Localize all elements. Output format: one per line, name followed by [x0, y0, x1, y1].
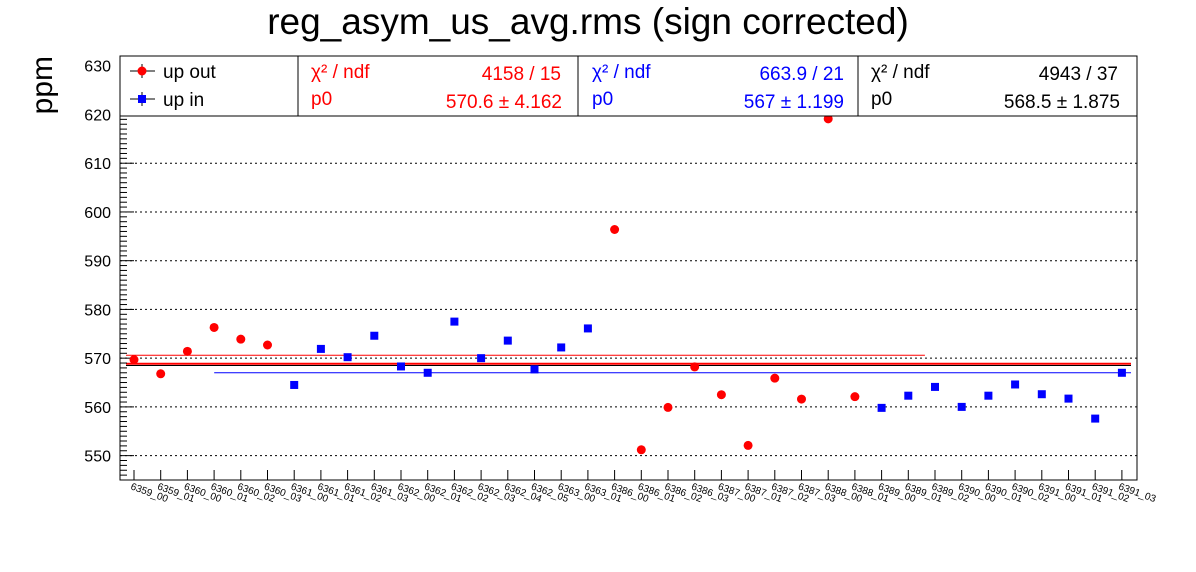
point-up-in — [1037, 390, 1046, 399]
fit-black-p0-value: 568.5 ± 1.875 — [1004, 92, 1120, 113]
point-up-out — [182, 346, 192, 356]
point-up-in — [423, 368, 432, 377]
fit-red-chi2-value: 4158 / 15 — [482, 64, 561, 85]
point-up-in — [530, 365, 539, 374]
y-axis-label: ppm — [26, 56, 59, 114]
y-axis: 550 560 570 580 590 600 610 620 630 — [84, 59, 134, 476]
point-up-in — [957, 402, 966, 411]
y-tick-label: 610 — [84, 156, 111, 173]
plot-frame — [119, 55, 1138, 481]
y-tick-label: 580 — [84, 302, 111, 319]
fit-blue-p0-value: 567 ± 1.199 — [744, 92, 844, 113]
y-tick-label: 600 — [84, 205, 111, 222]
fit-red-p0-label: p0 — [311, 89, 332, 110]
legend-marker-up-out — [137, 66, 147, 76]
point-up-in — [343, 353, 352, 362]
legend-marker-up-in — [138, 95, 146, 103]
point-up-out — [236, 334, 246, 344]
fit-red-p0-value: 570.6 ± 4.162 — [446, 92, 562, 113]
point-up-in — [931, 382, 939, 391]
fit-black-chi2-value: 4943 / 37 — [1039, 64, 1118, 85]
point-up-out — [850, 392, 860, 402]
point-up-out — [716, 390, 726, 400]
point-up-out — [690, 362, 700, 372]
point-up-in — [397, 362, 405, 371]
fit-blue-chi2-label: χ² / ndf — [592, 62, 651, 83]
point-up-in — [290, 380, 299, 389]
point-up-out — [770, 373, 780, 383]
point-up-in — [503, 336, 512, 345]
legend: up out up in — [130, 62, 217, 111]
point-up-in — [1117, 368, 1126, 377]
point-up-in — [1064, 394, 1073, 403]
point-up-in — [583, 324, 592, 333]
point-up-out — [797, 394, 806, 404]
point-up-out — [129, 355, 139, 365]
point-up-in — [450, 317, 459, 326]
fit-stats-blue: χ² / ndf 663.9 / 21 p0 567 ± 1.199 — [592, 62, 844, 113]
point-up-in — [316, 344, 325, 353]
x-axis: 6359_006359_016360_006360_016360_026360_… — [129, 470, 1158, 505]
point-up-in — [904, 391, 913, 400]
point-up-in — [1011, 380, 1020, 389]
fit-blue-p0-label: p0 — [592, 89, 613, 110]
point-up-out — [610, 224, 620, 234]
y-tick-label: 550 — [84, 449, 111, 466]
y-tick-label: 570 — [84, 351, 111, 368]
legend-label-up-out: up out — [163, 62, 217, 83]
point-up-out — [663, 402, 673, 412]
fit-black-chi2-label: χ² / ndf — [871, 62, 930, 83]
stats-header — [119, 55, 1138, 117]
y-tick-label: 560 — [84, 400, 111, 417]
point-up-out — [209, 322, 219, 332]
point-up-out — [823, 114, 833, 124]
point-up-in — [877, 403, 886, 412]
chart-title: reg_asym_us_avg.rms (sign corrected) — [267, 1, 909, 42]
y-tick-label: 590 — [84, 254, 111, 271]
point-up-out — [743, 440, 753, 450]
point-up-out — [263, 340, 272, 350]
legend-entry-up-out: up out — [130, 62, 217, 83]
point-up-in — [1091, 414, 1100, 423]
y-tick-label: 620 — [84, 107, 111, 124]
point-up-in — [984, 391, 993, 400]
point-up-out — [156, 369, 166, 379]
fit-black-p0-label: p0 — [871, 89, 892, 110]
legend-entry-up-in: up in — [130, 90, 204, 111]
fit-lines — [126, 354, 1131, 374]
fit-stats-red: χ² / ndf 4158 / 15 p0 570.6 ± 4.162 — [311, 62, 562, 113]
fit-stats-black: χ² / ndf 4943 / 37 p0 568.5 ± 1.875 — [871, 62, 1120, 113]
point-up-in — [370, 331, 379, 340]
point-up-in — [557, 343, 566, 352]
y-tick-label: 630 — [84, 59, 111, 76]
data-points — [129, 114, 1126, 455]
point-up-in — [477, 354, 486, 363]
point-up-out — [636, 445, 646, 455]
fit-blue-chi2-value: 663.9 / 21 — [759, 64, 844, 85]
fit-red-chi2-label: χ² / ndf — [311, 62, 370, 83]
legend-label-up-in: up in — [163, 90, 204, 111]
